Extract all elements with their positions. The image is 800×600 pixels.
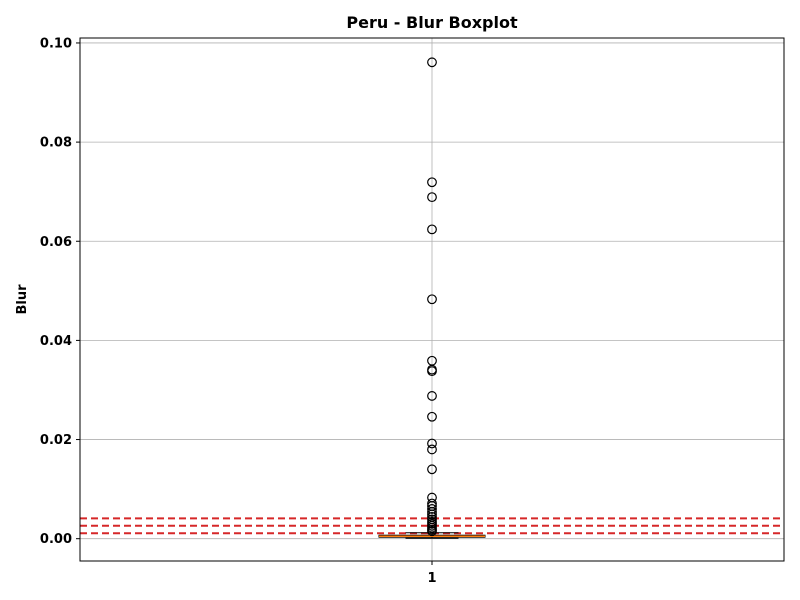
outlier-points bbox=[427, 57, 437, 537]
y-tick-label-2: 0.04 bbox=[40, 334, 72, 349]
outlier-point-8 bbox=[427, 391, 437, 401]
y-tick-label-4: 0.08 bbox=[40, 136, 72, 151]
x-axis-ticks: 1 bbox=[427, 561, 437, 586]
outlier-point-26 bbox=[427, 526, 437, 537]
y-tick-label-5: 0.10 bbox=[40, 36, 72, 51]
outlier-point-17 bbox=[427, 507, 437, 517]
outlier-point-10 bbox=[427, 438, 437, 449]
outlier-point-11 bbox=[427, 444, 437, 455]
chart-title: Peru - Blur Boxplot bbox=[346, 13, 518, 32]
outlier-point-16 bbox=[427, 504, 437, 514]
outlier-point-7 bbox=[427, 366, 437, 377]
outlier-point-12 bbox=[427, 464, 437, 475]
outlier-point-0 bbox=[427, 57, 437, 68]
y-tick-label-1: 0.02 bbox=[40, 433, 72, 448]
outlier-point-4 bbox=[427, 294, 437, 305]
grid-lines bbox=[80, 38, 784, 561]
outlier-point-2 bbox=[427, 192, 437, 203]
y-axis-ticks: 0.00 0.02 0.04 0.06 0.08 0.10 bbox=[40, 36, 80, 547]
x-tick-label-0: 1 bbox=[427, 571, 436, 586]
outlier-point-18 bbox=[427, 509, 437, 520]
y-tick-label-0: 0.00 bbox=[40, 532, 72, 547]
y-axis-label: Blur bbox=[15, 284, 30, 315]
outlier-point-9 bbox=[427, 411, 437, 422]
outlier-point-1 bbox=[427, 177, 437, 188]
y-tick-label-3: 0.06 bbox=[40, 235, 72, 250]
outlier-point-3 bbox=[427, 224, 437, 235]
